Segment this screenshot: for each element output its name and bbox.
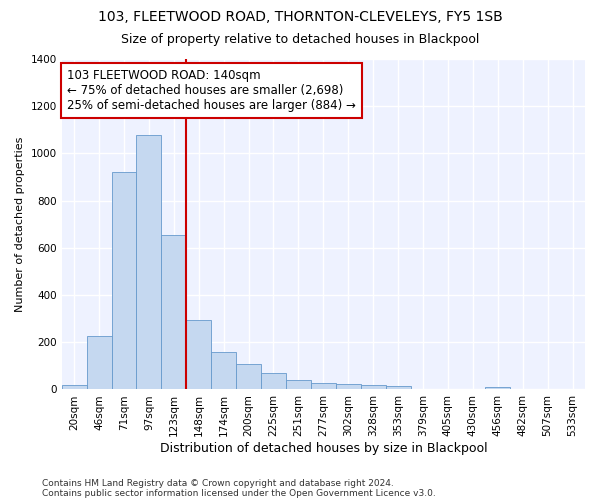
Bar (286, 380, 311, 390)
Bar (485, 387, 510, 390)
Bar (161, 235, 186, 390)
Bar (136, 134, 161, 390)
Text: 103 FLEETWOOD ROAD: 140sqm
← 75% of detached houses are smaller (2,698)
25% of s: 103 FLEETWOOD ROAD: 140sqm ← 75% of deta… (67, 69, 356, 112)
Bar (361, 384, 386, 390)
Text: Contains public sector information licensed under the Open Government Licence v3: Contains public sector information licen… (42, 488, 436, 498)
Bar (386, 386, 410, 390)
Bar (112, 172, 136, 390)
X-axis label: Distribution of detached houses by size in Blackpool: Distribution of detached houses by size … (160, 442, 487, 455)
Text: Size of property relative to detached houses in Blackpool: Size of property relative to detached ho… (121, 32, 479, 46)
Bar (336, 384, 361, 390)
Bar (311, 383, 336, 390)
Text: Contains HM Land Registry data © Crown copyright and database right 2024.: Contains HM Land Registry data © Crown c… (42, 478, 394, 488)
Bar (211, 352, 236, 390)
Bar (86, 336, 112, 390)
Y-axis label: Number of detached properties: Number of detached properties (15, 136, 25, 312)
Text: 103, FLEETWOOD ROAD, THORNTON-CLEVELEYS, FY5 1SB: 103, FLEETWOOD ROAD, THORNTON-CLEVELEYS,… (98, 10, 502, 24)
Bar (62, 385, 86, 390)
Bar (186, 320, 211, 390)
Bar (236, 364, 261, 390)
Bar (261, 373, 286, 390)
